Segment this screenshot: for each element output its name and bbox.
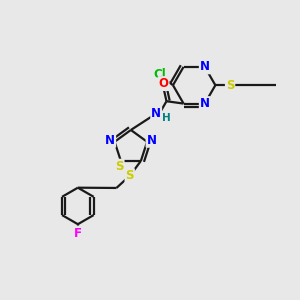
Text: Cl: Cl <box>153 68 166 81</box>
Text: N: N <box>146 134 157 147</box>
Text: N: N <box>151 107 161 120</box>
Text: O: O <box>158 77 169 90</box>
Text: S: S <box>115 160 124 173</box>
Text: N: N <box>105 134 115 147</box>
Text: S: S <box>226 79 234 92</box>
Text: N: N <box>200 60 210 74</box>
Text: F: F <box>74 226 82 239</box>
Text: N: N <box>200 97 210 110</box>
Text: H: H <box>161 113 170 123</box>
Text: S: S <box>125 169 134 182</box>
